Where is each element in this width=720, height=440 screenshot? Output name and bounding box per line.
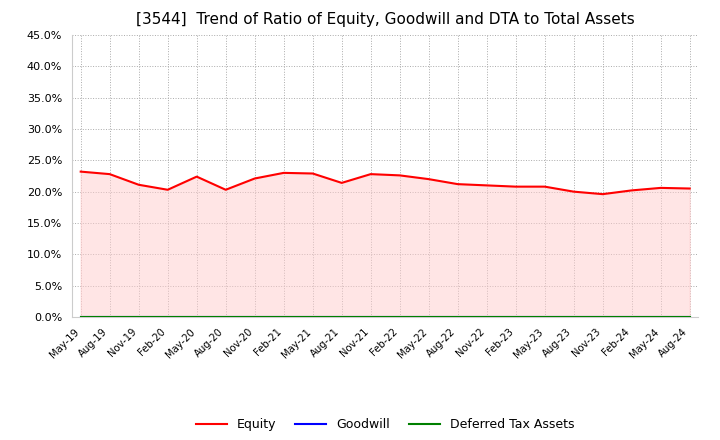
Equity [76,169,85,174]
Goodwill [105,314,114,319]
Goodwill [366,314,375,319]
Equity [279,170,288,176]
Title: [3544]  Trend of Ratio of Equity, Goodwill and DTA to Total Assets: [3544] Trend of Ratio of Equity, Goodwil… [136,12,634,27]
Goodwill [395,314,404,319]
Deferred Tax Assets [627,314,636,319]
Deferred Tax Assets [366,314,375,319]
Deferred Tax Assets [454,314,462,319]
Equity [105,172,114,177]
Goodwill [163,314,172,319]
Deferred Tax Assets [424,314,433,319]
Goodwill [627,314,636,319]
Deferred Tax Assets [163,314,172,319]
Goodwill [221,314,230,319]
Goodwill [598,314,607,319]
Goodwill [541,314,549,319]
Deferred Tax Assets [657,314,665,319]
Equity [657,185,665,191]
Deferred Tax Assets [221,314,230,319]
Equity [221,187,230,192]
Deferred Tax Assets [338,314,346,319]
Goodwill [454,314,462,319]
Goodwill [657,314,665,319]
Equity [308,171,317,176]
Goodwill [482,314,491,319]
Equity [454,181,462,187]
Equity [685,186,694,191]
Goodwill [338,314,346,319]
Deferred Tax Assets [105,314,114,319]
Equity [424,176,433,182]
Goodwill [570,314,578,319]
Deferred Tax Assets [570,314,578,319]
Deferred Tax Assets [308,314,317,319]
Legend: Equity, Goodwill, Deferred Tax Assets: Equity, Goodwill, Deferred Tax Assets [191,413,580,436]
Goodwill [424,314,433,319]
Deferred Tax Assets [685,314,694,319]
Deferred Tax Assets [598,314,607,319]
Deferred Tax Assets [511,314,520,319]
Equity [482,183,491,188]
Goodwill [685,314,694,319]
Goodwill [279,314,288,319]
Deferred Tax Assets [76,314,85,319]
Equity [598,191,607,197]
Equity [627,188,636,193]
Goodwill [76,314,85,319]
Goodwill [308,314,317,319]
Equity [541,184,549,189]
Line: Equity: Equity [81,172,690,194]
Deferred Tax Assets [251,314,259,319]
Equity [192,174,201,179]
Equity [338,180,346,186]
Equity [366,172,375,177]
Goodwill [135,314,143,319]
Deferred Tax Assets [541,314,549,319]
Deferred Tax Assets [482,314,491,319]
Deferred Tax Assets [395,314,404,319]
Equity [251,176,259,181]
Deferred Tax Assets [135,314,143,319]
Goodwill [251,314,259,319]
Deferred Tax Assets [279,314,288,319]
Equity [570,189,578,194]
Goodwill [192,314,201,319]
Equity [135,182,143,187]
Equity [163,187,172,192]
Equity [395,173,404,178]
Equity [511,184,520,189]
Goodwill [511,314,520,319]
Deferred Tax Assets [192,314,201,319]
